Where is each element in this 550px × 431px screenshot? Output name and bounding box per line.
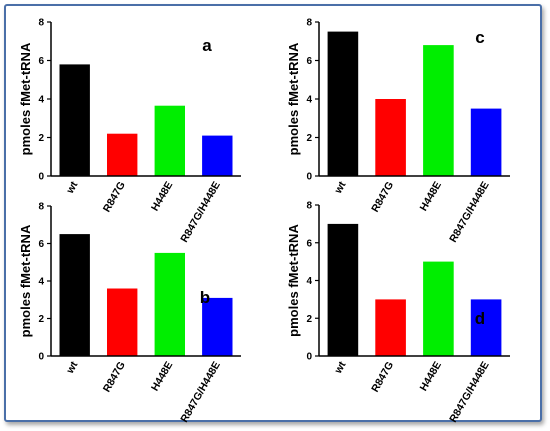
bar-d-2 [423,261,454,356]
category-label-b-3: R847G/H448E [178,360,223,425]
y-tick-label-d-2: 4 [306,276,312,287]
bar-b-2 [154,252,185,356]
category-label-c-2: H448E [418,180,444,214]
y-tick-label-b-0: 0 [38,352,44,363]
chart-panel-d: wt R847G H448E R847G/H448E 0 2 4 6 8 pmoles fMet-… [286,201,510,425]
bar-d-3 [470,299,502,356]
chart-panel-b: wt R847G H448E R847G/H448E 0 2 4 6 8 pmoles fMet-… [18,202,241,425]
bar-a-1 [107,133,138,176]
y-tick-label-b-2: 4 [38,277,44,288]
y-tick-label-d-1: 2 [306,314,312,325]
bar-d-1 [375,299,406,356]
y-tick-label-d-4: 8 [306,201,312,212]
bar-c-2 [423,45,454,176]
y-tick-label-a-2: 4 [38,95,44,106]
category-label-b-1: R847G [101,360,128,395]
y-tick-label-a-1: 2 [38,133,44,144]
bar-b-3 [202,297,233,356]
y-tick-label-a-4: 8 [38,18,44,29]
category-label-b-2: H448E [149,360,175,394]
bar-c-1 [375,99,406,176]
category-label-a-0: wt [64,179,81,196]
category-label-a-1: R847G [101,180,128,215]
y-tick-label-a-3: 6 [38,56,44,67]
panel-letter-a: a [202,36,212,55]
y-axis-label-c: pmoles fMet-tRNA [286,42,301,155]
category-label-d-0: wt [332,359,349,376]
y-tick-label-c-4: 8 [306,18,312,29]
y-tick-label-d-3: 6 [306,238,312,249]
y-axis-label-d: pmoles fMet-tRNA [286,224,301,337]
y-tick-label-b-4: 8 [38,202,44,213]
y-tick-label-b-1: 2 [38,314,44,325]
panel-letter-b: b [200,288,210,307]
bar-a-2 [154,105,185,176]
category-label-c-0: wt [332,179,349,196]
y-axis-label-b: pmoles fMet-tRNA [18,224,33,337]
category-label-a-3: R847G/H448E [178,180,223,245]
bar-b-0 [59,234,90,356]
y-tick-label-b-3: 6 [38,239,44,250]
panel-letter-c: c [475,28,484,47]
bar-d-0 [327,223,359,356]
category-label-c-1: R847G [369,180,396,215]
bar-a-0 [59,64,90,176]
category-label-b-0: wt [64,359,81,376]
category-label-a-2: H448E [149,180,175,214]
y-tick-label-d-0: 0 [306,352,312,363]
panel-letter-d: d [475,309,485,328]
y-tick-label-a-0: 0 [38,172,44,183]
y-tick-label-c-0: 0 [306,172,312,183]
category-label-c-3: R847G/H448E [447,180,492,245]
y-tick-label-c-1: 2 [306,133,312,144]
bar-b-1 [107,288,138,356]
bar-a-3 [202,135,233,176]
y-axis-label-a: pmoles fMet-tRNA [18,42,33,155]
category-label-d-3: R847G/H448E [447,360,492,425]
bar-c-3 [470,108,502,176]
y-tick-label-c-3: 6 [306,56,312,67]
category-label-d-1: R847G [369,360,396,395]
bar-c-0 [327,31,359,176]
category-label-d-2: H448E [418,360,444,394]
y-tick-label-c-2: 4 [306,95,312,106]
